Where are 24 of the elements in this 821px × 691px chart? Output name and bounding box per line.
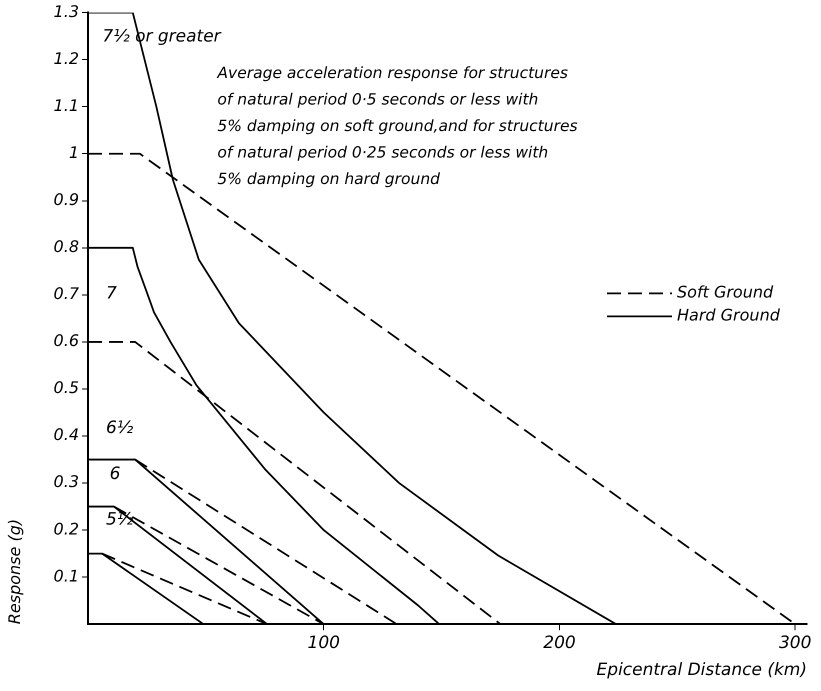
annotation: 7 (106, 283, 117, 304)
y-tick-label: 1.1 (54, 96, 79, 115)
y-tick-label: 0.9 (54, 190, 79, 209)
y-tick-label: 0.4 (54, 425, 79, 444)
legend-label: Soft Ground (677, 282, 774, 302)
y-tick-label: 0.7 (54, 284, 80, 304)
x-tick-label: 200 (543, 632, 576, 653)
y-tick-label: 1.2 (54, 48, 79, 68)
y-tick-label: 0.3 (54, 472, 79, 492)
x-tick-label: 100 (308, 632, 340, 653)
y-axis-title: Response (g) (4, 518, 24, 624)
y-tick-label: 1 (68, 142, 79, 162)
legend-label: Hard Ground (677, 306, 781, 325)
annotation: Average acceleration response for structures of natural period 0·5 seconds or less with 5% damping on soft ground,and for structures of natural period 0·25 seconds or less with 5% damping on hard ground (216, 64, 578, 188)
y-tick-label: 0.5 (54, 378, 79, 398)
annotation: 6½ (106, 418, 134, 438)
y-tick-label: 1.3 (54, 2, 79, 21)
annotation: 6 (110, 464, 121, 484)
y-tick-label: 0.6 (54, 331, 79, 350)
x-tick-label: 300 (778, 632, 812, 653)
y-tick-label: 0.1 (54, 566, 79, 586)
y-tick-label: 0.8 (54, 236, 79, 256)
x-axis-title: Epicentral Distance (km) (596, 660, 807, 680)
y-tick-label: 0.2 (54, 519, 79, 538)
